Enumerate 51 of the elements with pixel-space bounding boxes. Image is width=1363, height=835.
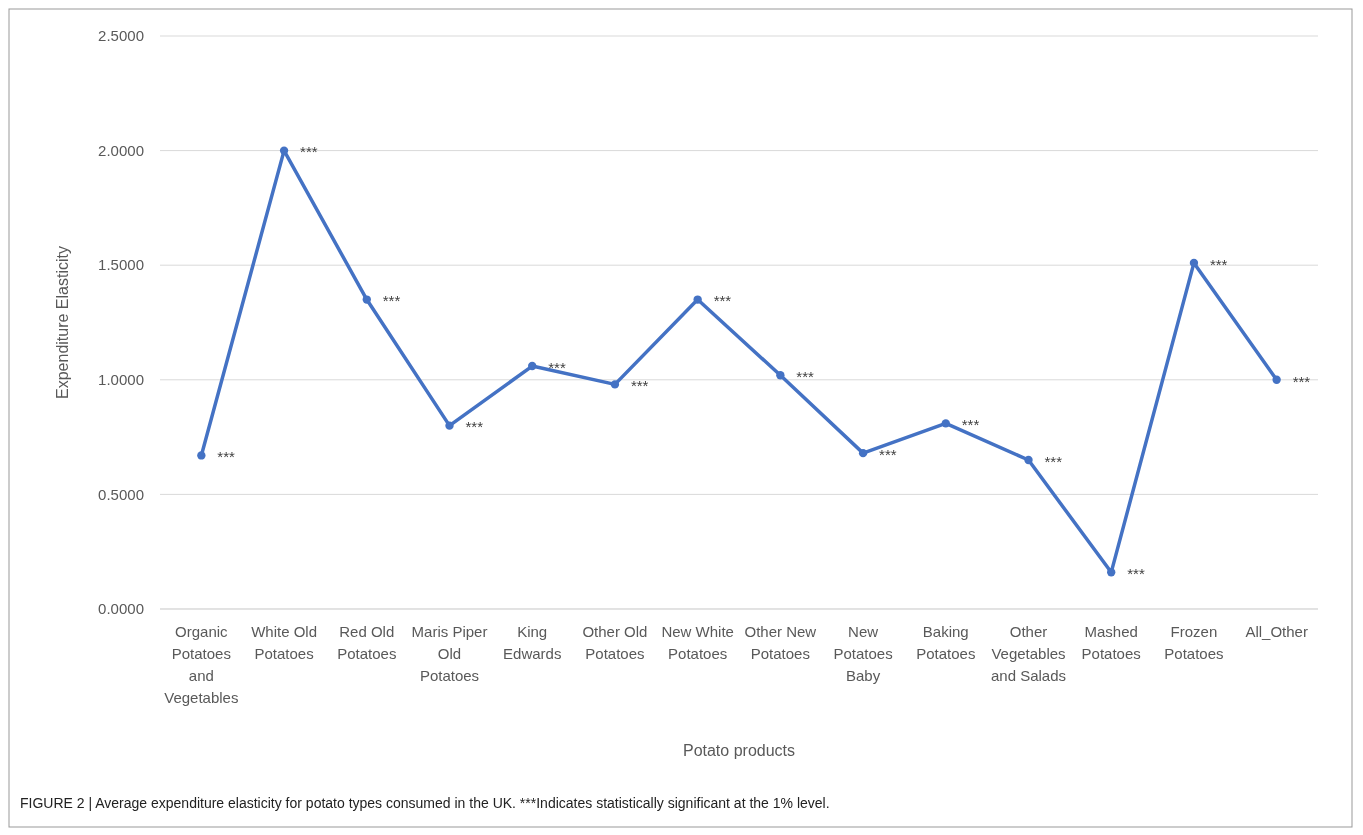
- point: [279, 146, 289, 155]
- point: [1272, 375, 1281, 384]
- annotation: ***: [382, 292, 401, 310]
- x-tick-label: King Edwards: [503, 623, 562, 662]
- x-tick-label: Red Old Potatoes: [337, 623, 397, 662]
- caption: FIGURE 2 | Average expenditure elasticity for potato types consumed in the UK. ***Indicates statistically significant at the 1% level.: [20, 795, 830, 811]
- x-tick-label: New Potatoes Baby: [833, 623, 893, 684]
- y-tick-label: 2.5000: [98, 27, 144, 45]
- annotation: ***: [1127, 565, 1145, 583]
- annotation: ***: [961, 416, 980, 434]
- point: [1189, 258, 1199, 268]
- point: [362, 295, 371, 304]
- point: [1024, 455, 1033, 465]
- y-tick-label: 1.0000: [98, 371, 144, 389]
- point: [528, 361, 537, 371]
- x-tick-label: All_Other: [1245, 623, 1308, 640]
- x-tick-label: New White Potatoes: [661, 623, 734, 662]
- point: [1107, 568, 1116, 577]
- y-tick-label: 2.0000: [98, 141, 144, 159]
- annotation: ***: [1044, 452, 1063, 470]
- annotation: ***: [879, 445, 897, 463]
- annotation: ***: [548, 358, 566, 376]
- y-tick-label: 0.5000: [98, 485, 144, 503]
- x-tick-label: Other Old Potatoes: [582, 623, 648, 662]
- x-tick-label: White Old Potatoes: [251, 623, 317, 662]
- y-axis-title: Expenditure Elasticity: [54, 246, 71, 399]
- x-axis-title: Potato products: [682, 742, 796, 759]
- x-tick-label: Baking Potatoes: [916, 623, 976, 662]
- point: [693, 295, 702, 304]
- annotation: ***: [1292, 372, 1311, 390]
- annotation: ***: [300, 143, 318, 161]
- annotation: ***: [713, 292, 732, 310]
- point: [610, 380, 620, 389]
- point: [445, 421, 454, 430]
- annotation: ***: [630, 377, 649, 395]
- y-tick-label: 1.5000: [98, 256, 144, 274]
- annotation: ***: [465, 418, 484, 436]
- annotation: ***: [217, 448, 236, 466]
- y-tick-label: 0.0000: [98, 600, 144, 618]
- x-tick-label: Maris Piper Old Potatoes: [411, 623, 488, 684]
- x-tick-label: Other New Potatoes: [744, 623, 817, 662]
- point: [941, 419, 950, 428]
- annotation: ***: [796, 367, 815, 385]
- point: [776, 371, 785, 380]
- point: [197, 451, 206, 460]
- annotation: ***: [1209, 255, 1228, 273]
- x-tick-label: Frozen Potatoes: [1164, 623, 1224, 662]
- x-tick-label: Organic Potatoes and Vegetables: [164, 623, 239, 706]
- point: [858, 448, 868, 458]
- x-tick-label: Mashed Potatoes: [1081, 623, 1141, 662]
- x-tick-label: Other Vegetables and Salads: [990, 623, 1067, 684]
